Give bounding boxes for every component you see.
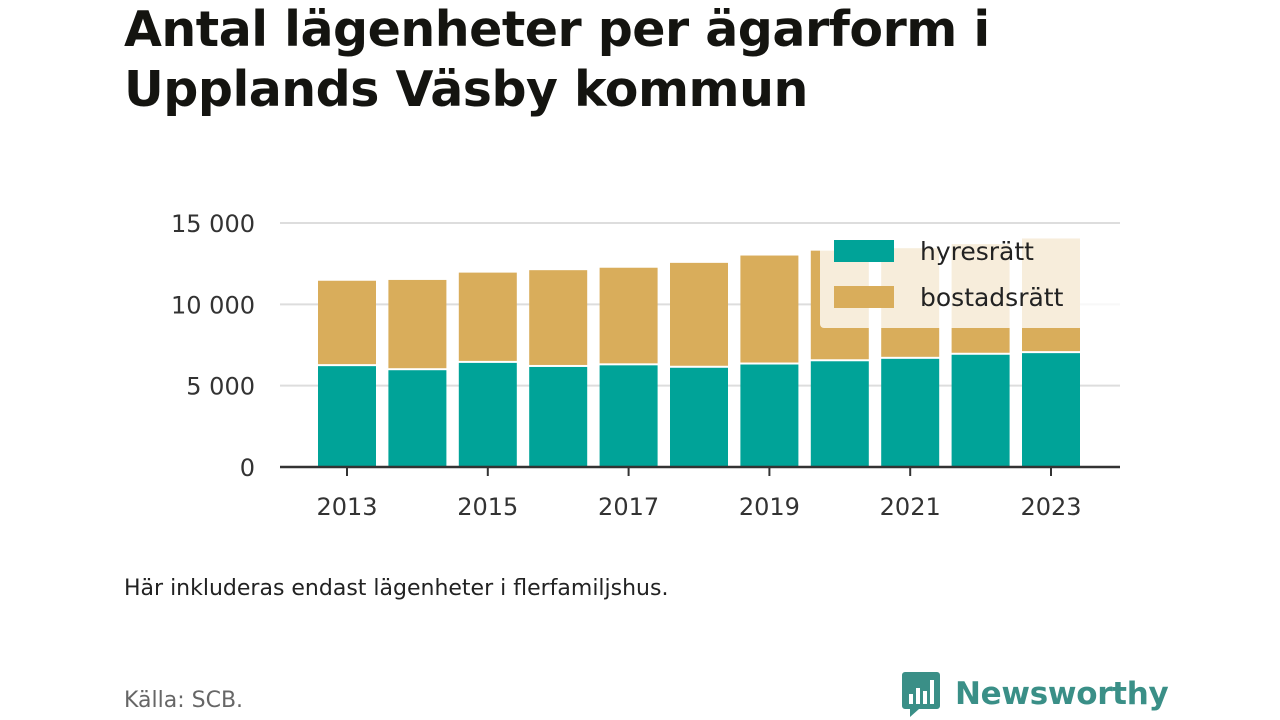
bar-hyresratt-2021 (881, 358, 940, 467)
y-tick-label: 15 000 (171, 210, 255, 238)
bar-bostadsratt-2016 (529, 270, 588, 365)
bar-hyresratt-2013 (318, 366, 376, 467)
bar-hyresratt-2019 (740, 364, 799, 467)
newsworthy-logo: Newsworthy (901, 670, 1169, 718)
bar-hyresratt-2015 (458, 362, 517, 467)
bar-bostadsratt-2015 (458, 272, 517, 361)
bar-bostadsratt-2017 (599, 267, 658, 364)
legend: hyresrätt bostadsrätt (820, 228, 1120, 328)
legend-swatch-hyresratt (834, 240, 894, 262)
bar-hyresratt-2016 (529, 366, 588, 467)
bar-hyresratt-2014 (388, 370, 447, 467)
y-tick-label: 10 000 (171, 291, 255, 319)
legend-label-bostadsratt: bostadsrätt (920, 283, 1064, 312)
bar-bostadsratt-2014 (388, 279, 447, 369)
legend-swatch-bostadsratt (834, 286, 894, 308)
chart-speech-bubble-icon (902, 672, 940, 717)
stacked-bar-chart: 0 5 000 10 000 15 000 2013 2015 2017 2019 2021 20… (171, 210, 1120, 521)
chart-title: Antal lägenheter per ägarform i Upplands… (124, 1, 990, 118)
x-tick-label: 2023 (1020, 493, 1081, 521)
legend-label-hyresratt: hyresrätt (920, 237, 1034, 266)
axes: 0 5 000 10 000 15 000 2013 2015 2017 2019 2021 20… (171, 210, 1120, 521)
bar-hyresratt-2020 (810, 361, 869, 467)
x-tick-label: 2019 (739, 493, 800, 521)
x-tick-label: 2013 (316, 493, 377, 521)
source-credit: Källa: SCB. (124, 688, 244, 713)
x-tick-label: 2021 (880, 493, 941, 521)
chart-note: Här inkluderas endast lägenheter i flerf… (124, 576, 669, 601)
x-tick-label: 2015 (457, 493, 518, 521)
bar-bostadsratt-2013 (318, 280, 376, 365)
brand-name: Newsworthy (955, 676, 1169, 712)
bar-hyresratt-2017 (599, 365, 658, 467)
bar-hyresratt-2023 (1022, 353, 1080, 467)
x-tick-label: 2017 (598, 493, 659, 521)
bar-hyresratt-2022 (951, 354, 1010, 467)
y-tick-label: 5 000 (186, 373, 255, 401)
bar-bostadsratt-2018 (670, 262, 728, 366)
bar-hyresratt-2018 (670, 367, 728, 467)
legend-box (820, 228, 1120, 328)
y-tick-label: 0 (240, 454, 255, 482)
bar-bostadsratt-2019 (740, 255, 799, 363)
